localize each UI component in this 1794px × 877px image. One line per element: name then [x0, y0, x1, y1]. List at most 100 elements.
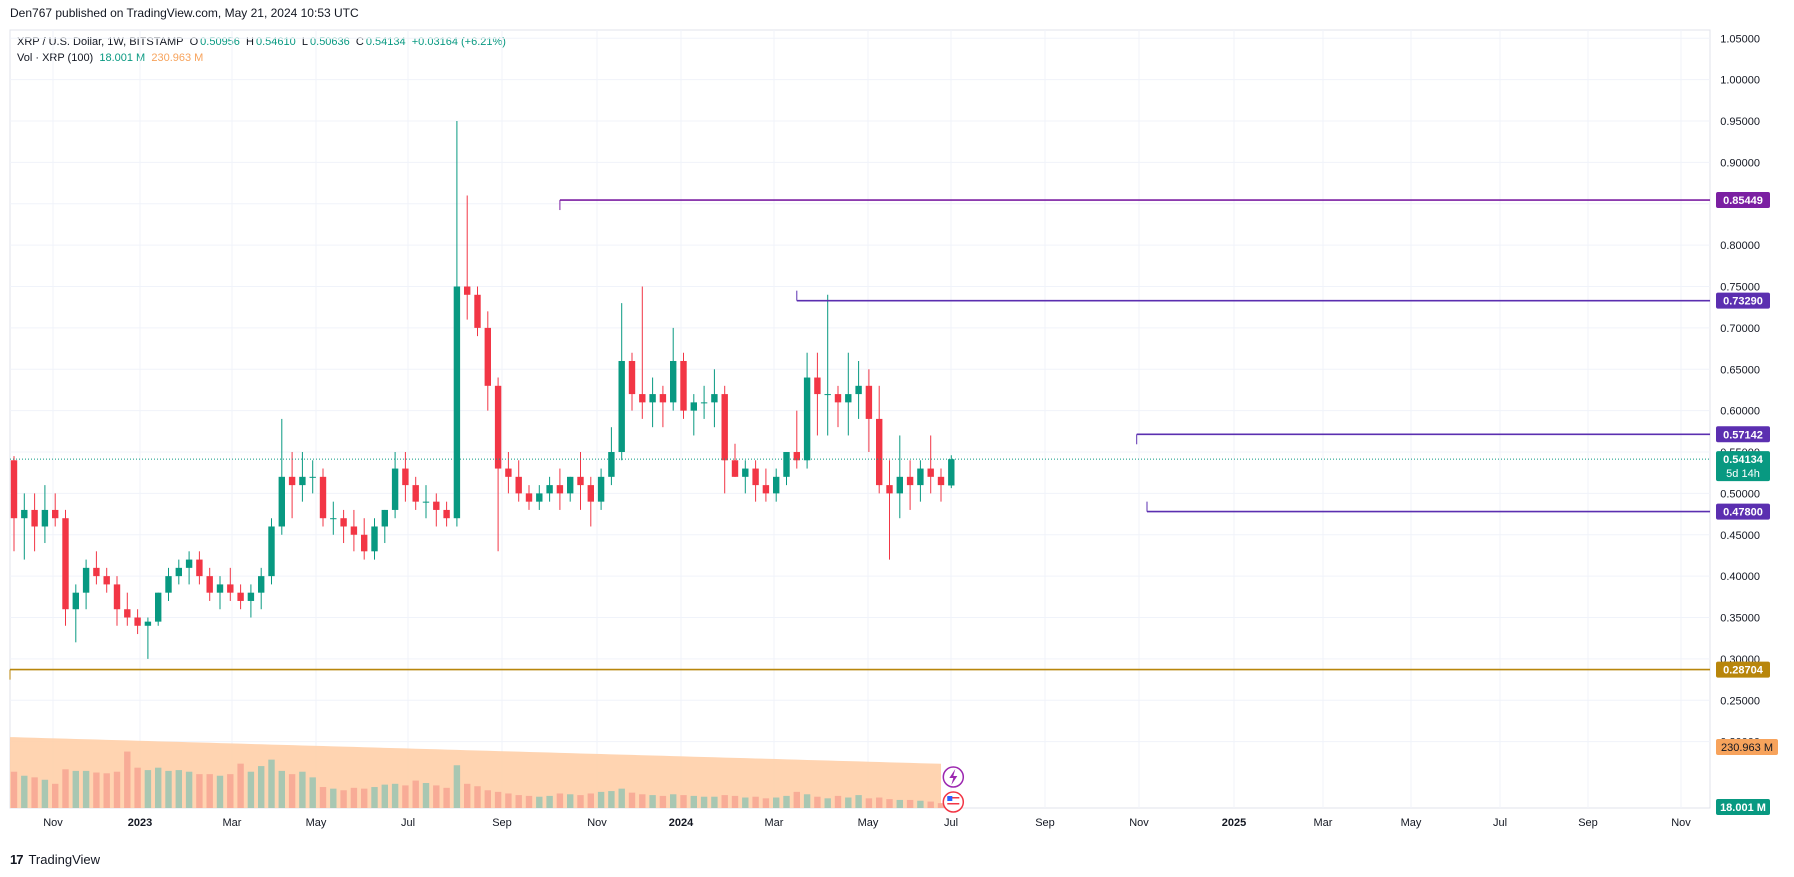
candle-body: [412, 485, 419, 502]
candle: [330, 501, 337, 535]
volume-bar: [340, 790, 347, 808]
volume-bar: [577, 795, 584, 808]
x-tick-label: Mar: [765, 817, 784, 829]
candle: [402, 452, 409, 502]
high-label: H: [246, 36, 254, 48]
candle-body: [865, 385, 873, 419]
volume-bar: [700, 796, 708, 808]
candle: [350, 509, 358, 552]
us-flag-event-icon[interactable]: [942, 791, 965, 813]
candle-body: [917, 468, 924, 486]
candle-body: [340, 518, 347, 527]
candle: [21, 493, 28, 560]
x-tick-label: May: [1401, 817, 1422, 829]
volume-bar: [649, 795, 656, 808]
candle-body: [762, 485, 770, 494]
candle-body: [731, 460, 739, 477]
tradingview-footer[interactable]: 17 TradingView: [10, 852, 100, 867]
candle-body: [742, 468, 749, 477]
volume-value: 18.001 M: [99, 52, 146, 64]
candle: [567, 476, 574, 502]
volume-bar: [41, 779, 49, 808]
volume-bar: [278, 770, 285, 808]
candle-body: [783, 452, 790, 477]
candle-body: [474, 294, 481, 328]
volume-bar: [865, 798, 873, 808]
volume-indicator-name[interactable]: Vol · XRP (100): [17, 52, 94, 64]
candle: [762, 468, 770, 502]
volume-bar: [453, 765, 461, 808]
volume-bar: [783, 795, 790, 808]
candle-body: [319, 476, 327, 519]
lightning-event-icon[interactable]: [942, 766, 965, 788]
volume-bar: [361, 788, 368, 808]
volume-bar: [608, 791, 615, 808]
candle: [546, 476, 553, 502]
candle: [93, 551, 100, 585]
candle: [31, 493, 38, 552]
candle-body: [567, 476, 574, 494]
volume-bar: [896, 799, 903, 808]
candle: [618, 303, 625, 461]
volume-bar: [288, 774, 296, 808]
candle: [484, 311, 491, 411]
volume-bar: [834, 795, 842, 808]
volume-bar: [618, 788, 625, 808]
candle-body: [855, 385, 862, 395]
volume-bar: [876, 797, 883, 808]
flag-stripe: [947, 803, 960, 805]
candle-body: [587, 485, 594, 502]
volume-bar: [247, 771, 255, 808]
candle-body: [773, 476, 780, 494]
resistance-0-57142-label: 0.57142: [1723, 429, 1763, 441]
volume-bar: [371, 787, 378, 808]
open-label: O: [189, 36, 199, 48]
volume-bar: [793, 791, 800, 808]
candle: [196, 551, 203, 585]
candle-body: [391, 468, 399, 510]
candle: [608, 427, 615, 486]
volume-bar: [906, 799, 914, 808]
symbol-name[interactable]: XRP / U.S. Dollar, 1W, BITSTAMP: [17, 36, 184, 48]
volume-ma-tag: [1716, 739, 1778, 755]
flag-stripe: [947, 797, 960, 799]
candle: [773, 468, 780, 502]
volume-bar: [185, 771, 193, 808]
candle: [433, 493, 440, 527]
candle: [628, 352, 636, 411]
candle: [865, 369, 873, 453]
chart-legend: XRP / U.S. Dollar, 1W, BITSTAMP O 0.50956…: [17, 34, 506, 66]
candle: [41, 485, 49, 544]
y-tick-label: 0.75000: [1720, 282, 1760, 294]
volume-bar: [391, 783, 399, 808]
volume-bar: [927, 801, 934, 808]
symbol-legend-row: XRP / U.S. Dollar, 1W, BITSTAMP O 0.50956…: [17, 34, 506, 50]
candle-body: [937, 476, 945, 486]
candle: [412, 476, 419, 510]
volume-bar: [319, 787, 327, 808]
chart-grid: [9, 29, 1711, 809]
volume-bar: [803, 794, 811, 808]
candle: [453, 121, 461, 527]
candle: [670, 327, 677, 411]
volume-bar: [62, 769, 69, 808]
candle: [876, 385, 883, 494]
candle-body: [793, 452, 800, 461]
candle: [10, 456, 18, 552]
tradingview-brand: TradingView: [28, 852, 101, 867]
candle: [464, 195, 471, 320]
x-tick-label: May: [306, 817, 327, 829]
volume-bar: [845, 797, 852, 808]
candle-body: [525, 493, 533, 502]
candle-body: [948, 459, 955, 486]
candle: [381, 509, 388, 544]
candle: [155, 592, 162, 626]
candle-body: [227, 584, 234, 593]
candle-body: [82, 567, 90, 593]
volume-bar: [752, 796, 759, 808]
candle-body: [371, 526, 378, 552]
y-tick-label: 0.90000: [1720, 157, 1760, 169]
x-tick-label: Sep: [1035, 817, 1055, 829]
volume-bar: [258, 766, 265, 808]
